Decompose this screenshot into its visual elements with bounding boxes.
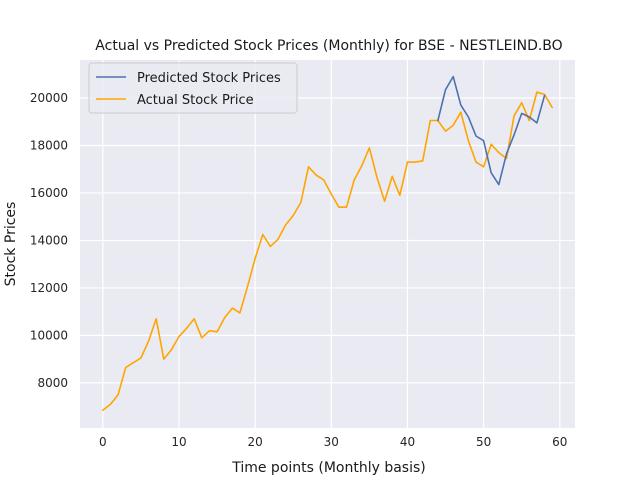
x-axis-label: Time points (Monthly basis)	[231, 460, 426, 476]
y-tick-label: 14000	[30, 233, 68, 247]
x-axis-ticks: 0 10 20 30 40 50 60	[99, 435, 567, 449]
x-tick-label: 40	[400, 435, 415, 449]
chart-title: Actual vs Predicted Stock Prices (Monthl…	[95, 38, 562, 54]
y-tick-label: 8000	[37, 376, 68, 390]
series-line-actual	[102, 91, 554, 412]
legend-label: Predicted Stock Prices	[137, 71, 281, 86]
x-tick-label: 0	[99, 435, 107, 449]
y-tick-label: 10000	[30, 328, 68, 342]
x-tick-label: 20	[248, 435, 263, 449]
y-tick-label: 16000	[30, 186, 68, 200]
legend-label: Actual Stock Price	[137, 93, 254, 108]
plot-area	[80, 60, 575, 428]
y-tick-label: 12000	[30, 281, 68, 295]
y-tick-label: 18000	[30, 138, 68, 152]
legend: Predicted Stock Prices Actual Stock Price	[88, 62, 298, 114]
legend-box	[88, 62, 298, 114]
x-tick-label: 10	[171, 435, 186, 449]
y-tick-label: 20000	[30, 91, 68, 105]
y-axis-ticks: 8000 10000 12000 14000 16000 18000 20000	[30, 91, 68, 390]
y-axis-label: Stock Prices	[3, 202, 19, 287]
series-layer	[102, 75, 554, 412]
x-tick-label: 30	[324, 435, 339, 449]
series-line-predicted	[437, 75, 546, 186]
x-tick-label: 50	[476, 435, 491, 449]
x-tick-label: 60	[552, 435, 567, 449]
